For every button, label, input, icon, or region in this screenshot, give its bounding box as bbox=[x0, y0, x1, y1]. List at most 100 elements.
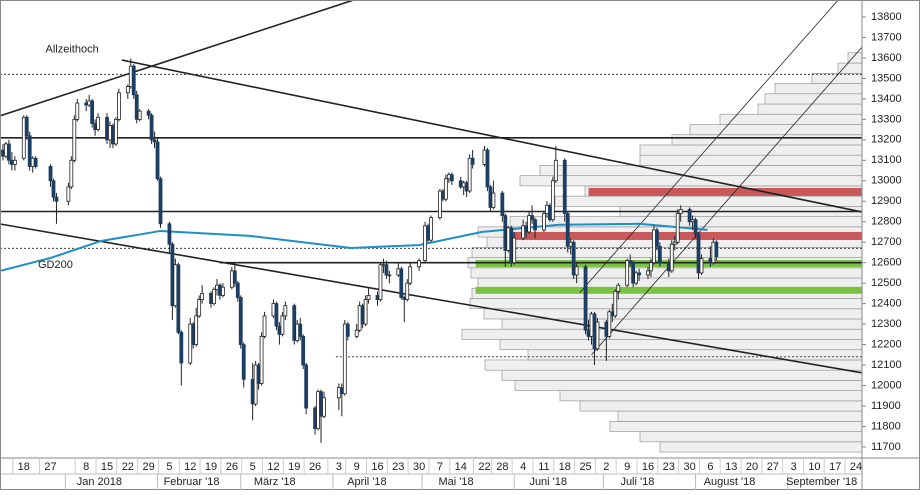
profile-bar bbox=[639, 154, 862, 166]
candle-body bbox=[449, 174, 454, 182]
candle-body bbox=[197, 299, 202, 317]
candle-body bbox=[363, 299, 368, 325]
candle-body bbox=[500, 192, 505, 216]
candle-body bbox=[66, 186, 71, 202]
candle-body bbox=[423, 225, 427, 262]
x-tick-label: 22 bbox=[478, 461, 490, 473]
candle-body bbox=[342, 323, 347, 395]
y-tick-label: 13400 bbox=[871, 93, 902, 105]
profile-bar bbox=[471, 246, 862, 258]
candle-body bbox=[277, 325, 282, 335]
candle-body bbox=[521, 225, 526, 239]
candle-body bbox=[194, 315, 199, 345]
candle-body bbox=[51, 180, 56, 198]
candle-body bbox=[429, 217, 433, 241]
candle-body bbox=[24, 116, 29, 137]
candle-body bbox=[461, 182, 466, 188]
profile-bar bbox=[671, 134, 862, 146]
month-label: September '18 bbox=[786, 476, 857, 488]
candle-body bbox=[545, 204, 549, 214]
candle-body bbox=[399, 268, 404, 298]
candle-body bbox=[33, 157, 38, 167]
candle-body bbox=[417, 260, 422, 268]
y-tick-label: 12100 bbox=[871, 359, 902, 371]
candle-body bbox=[336, 387, 341, 399]
candle-body bbox=[672, 241, 677, 245]
profile-bar bbox=[477, 277, 862, 289]
annotation: Allzeithoch bbox=[46, 44, 99, 56]
candle-body bbox=[301, 335, 306, 366]
candle-body bbox=[613, 290, 618, 317]
profile-bar bbox=[659, 441, 862, 453]
candle-body bbox=[292, 305, 297, 341]
candle-body bbox=[339, 387, 344, 395]
y-tick-label: 13000 bbox=[871, 175, 902, 187]
candle-body bbox=[625, 260, 630, 286]
candle-body bbox=[149, 114, 154, 141]
candle-body bbox=[241, 344, 246, 380]
x-tick-label: 9 bbox=[624, 461, 630, 473]
x-tick-label: 30 bbox=[683, 461, 695, 473]
candle-body bbox=[313, 407, 317, 429]
candle-body bbox=[360, 305, 365, 325]
y-tick-label: 12200 bbox=[871, 338, 902, 350]
candle-body bbox=[90, 100, 95, 124]
candle-body bbox=[652, 229, 656, 264]
candle-body bbox=[678, 209, 683, 214]
candle-body bbox=[443, 178, 448, 200]
plot-area bbox=[0, 0, 862, 453]
candle-body bbox=[84, 102, 89, 106]
x-tick-label: 18 bbox=[18, 461, 30, 473]
candle-body bbox=[54, 196, 59, 202]
y-tick-label: 12800 bbox=[871, 216, 902, 228]
candle-body bbox=[553, 159, 558, 182]
candle-body bbox=[322, 397, 326, 417]
candle-body bbox=[96, 116, 100, 130]
candle-body bbox=[75, 102, 80, 120]
zone bbox=[475, 286, 862, 294]
zone bbox=[588, 187, 862, 196]
month-label: März '18 bbox=[254, 476, 296, 488]
month-label: April '18 bbox=[347, 476, 386, 488]
x-tick-label: 3 bbox=[336, 461, 342, 473]
candle-body bbox=[69, 159, 74, 188]
x-tick-label: 15 bbox=[101, 461, 113, 473]
x-tick-label: 5 bbox=[166, 461, 172, 473]
x-tick-label: 10 bbox=[808, 461, 820, 473]
profile-bar bbox=[514, 380, 862, 391]
candle-body bbox=[527, 215, 531, 233]
candle-body bbox=[200, 292, 205, 300]
candle-body bbox=[354, 329, 359, 337]
x-tick-label: 23 bbox=[663, 461, 675, 473]
profile-bar bbox=[527, 349, 862, 361]
x-tick-label: 12 bbox=[184, 461, 196, 473]
candle-body bbox=[693, 219, 698, 235]
candle-body bbox=[167, 223, 172, 245]
y-tick-label: 13300 bbox=[871, 113, 902, 125]
trend-line bbox=[591, 46, 862, 356]
candle-body bbox=[592, 313, 597, 350]
candle-body bbox=[152, 139, 157, 143]
x-tick-label: 9 bbox=[354, 461, 360, 473]
y-tick-label: 12300 bbox=[871, 318, 902, 330]
candle-body bbox=[229, 270, 234, 288]
candle-body bbox=[116, 92, 121, 120]
candle-body bbox=[111, 125, 115, 145]
y-tick-label: 13700 bbox=[871, 31, 902, 43]
x-tick-label: 23 bbox=[392, 461, 404, 473]
candle-body bbox=[191, 323, 196, 345]
candle-body bbox=[21, 116, 26, 159]
month-label: Juni '18 bbox=[529, 476, 567, 488]
month-label: Februar '18 bbox=[164, 476, 220, 488]
candle-body bbox=[628, 260, 633, 264]
candle-body bbox=[176, 264, 181, 333]
candle-body bbox=[316, 391, 320, 429]
x-tick-label: 13 bbox=[725, 461, 737, 473]
candle-body bbox=[114, 118, 118, 145]
candle-body bbox=[426, 225, 430, 241]
candle-body bbox=[657, 245, 662, 264]
candle-body bbox=[485, 149, 490, 188]
y-tick-label: 11700 bbox=[871, 441, 901, 453]
x-tick-label: 27 bbox=[767, 461, 779, 473]
